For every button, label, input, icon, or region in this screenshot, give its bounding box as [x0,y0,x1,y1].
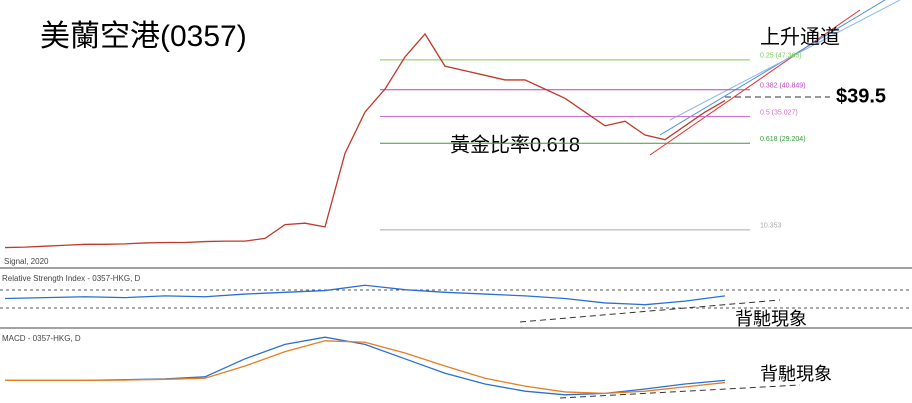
series-line [5,340,726,395]
chart-title: 美蘭空港(0357) [40,20,247,53]
divergence-line [519,299,781,323]
annotation: 背馳現象 [735,309,807,329]
series-line [4,284,726,306]
fib-label: 0.5 (35.027) [760,109,798,116]
divergence-line [559,384,801,399]
annotation: 背馳現象 [760,364,832,384]
panel-title: Relative Strength Index - 0357-HKG, D [2,274,141,283]
footnote: Signal, 2020 [4,257,49,266]
channel-line [659,0,886,136]
fib-label: 10.353 [760,223,782,230]
channel-line [649,9,861,156]
fib-label: 0.25 (47.365) [760,53,802,60]
series-line [5,336,726,396]
annotation: $39.5 [836,85,886,107]
panel-title: MACD - 0357-HKG, D [2,334,81,343]
series-line [4,32,726,249]
fib-label: 0.382 (40.849) [760,83,806,90]
fib-label: 0.618 (29.204) [760,136,806,143]
annotation: 上升通道 [760,25,840,48]
channel-line [669,0,901,121]
annotation: 黃金比率0.618 [450,133,580,156]
